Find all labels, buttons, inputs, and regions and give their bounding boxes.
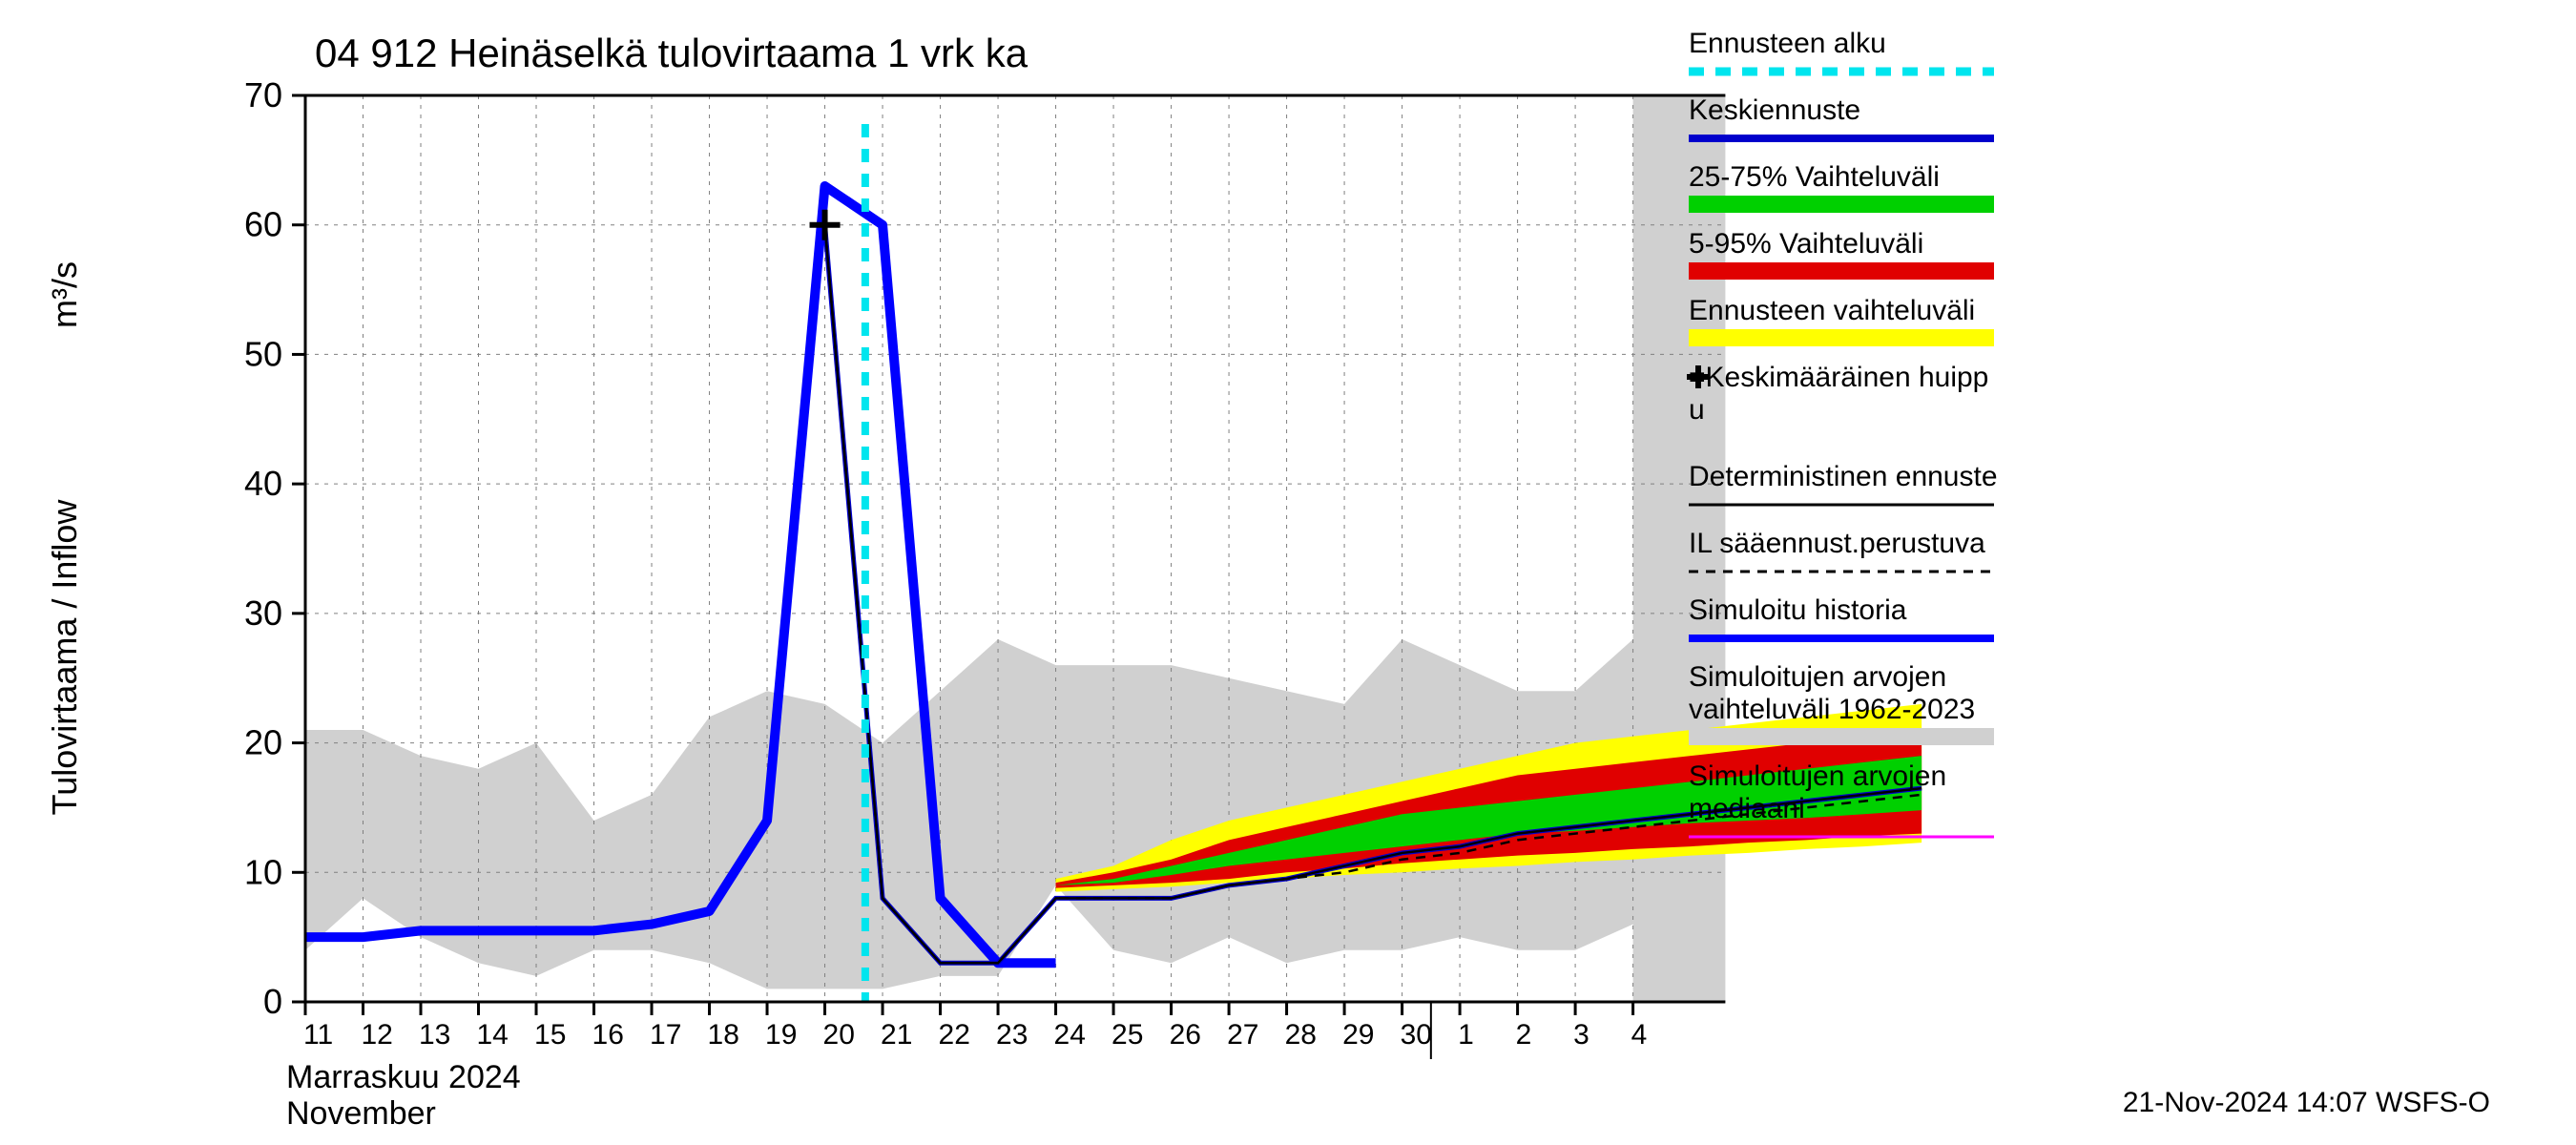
x-tick-label: 2 <box>1516 1019 1532 1051</box>
legend-label-il: IL sääennust.perustuva <box>1689 528 1985 559</box>
x-tick-label: 16 <box>592 1019 624 1051</box>
legend-swatch-yellow <box>1689 329 1994 346</box>
x-tick-label: 14 <box>477 1019 509 1051</box>
y-axis-title: Tulovirtaama / Inflow <box>45 499 84 816</box>
x-tick-label: 27 <box>1227 1019 1258 1051</box>
x-tick-label: 15 <box>534 1019 566 1051</box>
x-tick-label: 17 <box>650 1019 681 1051</box>
x-tick-label: 28 <box>1285 1019 1317 1051</box>
x-tick-label: 20 <box>823 1019 855 1051</box>
x-tick-label: 4 <box>1631 1019 1648 1051</box>
month-label-fi: Marraskuu 2024 <box>286 1059 521 1095</box>
x-tick-label: 3 <box>1573 1019 1589 1051</box>
legend-label-sim_median: mediaani <box>1689 793 1805 824</box>
x-tick-label: 12 <box>362 1019 393 1051</box>
x-tick-label: 24 <box>1054 1019 1086 1051</box>
y-tick-label: 30 <box>244 593 282 633</box>
y-axis-unit: m³/s <box>45 261 84 328</box>
footer-timestamp: 21-Nov-2024 14:07 WSFS-O <box>2123 1087 2490 1118</box>
x-tick-label: 25 <box>1111 1019 1143 1051</box>
month-label-en: November <box>286 1095 436 1132</box>
legend-swatch-p25_75 <box>1689 196 1994 213</box>
y-tick-label: 10 <box>244 852 282 891</box>
legend-label-sim_band: Simuloitujen arvojen <box>1689 661 1946 693</box>
x-tick-label: 21 <box>881 1019 912 1051</box>
legend-swatch-p5_95 <box>1689 262 1994 280</box>
x-tick-label: 1 <box>1458 1019 1474 1051</box>
legend-label-peak: u <box>1689 394 1705 426</box>
x-tick-label: 11 <box>303 1019 333 1051</box>
y-tick-label: 70 <box>244 75 282 114</box>
x-tick-label: 30 <box>1401 1019 1432 1051</box>
chart-container: 0102030405060701112131415161718192021222… <box>0 0 2576 1145</box>
y-tick-label: 0 <box>263 982 282 1021</box>
chart-title: 04 912 Heinäselkä tulovirtaama 1 vrk ka <box>315 31 1028 75</box>
x-tick-label: 23 <box>996 1019 1028 1051</box>
x-tick-label: 22 <box>939 1019 970 1051</box>
legend-label-yellow: Ennusteen vaihteluväli <box>1689 295 1975 326</box>
y-tick-label: 50 <box>244 334 282 373</box>
x-tick-label: 29 <box>1342 1019 1374 1051</box>
legend-label-sim_hist: Simuloitu historia <box>1689 594 1907 626</box>
legend-label-keskiennuste: Keskiennuste <box>1689 94 1860 126</box>
legend-label-sim_band: vaihteluväli 1962-2023 <box>1689 694 1975 725</box>
y-axis-title-group: Tulovirtaama / Inflow m³/s <box>45 261 84 815</box>
legend-label-p25_75: 25-75% Vaihteluväli <box>1689 161 1940 193</box>
y-tick-label: 40 <box>244 464 282 503</box>
x-tick-label: 18 <box>708 1019 739 1051</box>
x-tick-label: 26 <box>1170 1019 1201 1051</box>
legend-label-p5_95: 5-95% Vaihteluväli <box>1689 228 1923 260</box>
legend-label-sim_median: Simuloitujen arvojen <box>1689 760 1946 792</box>
x-tick-label: 19 <box>765 1019 797 1051</box>
chart-svg: 0102030405060701112131415161718192021222… <box>0 0 2576 1145</box>
legend-swatch-sim_band <box>1689 728 1994 745</box>
legend-label-peak: =Keskimääräinen huipp <box>1689 362 1988 393</box>
y-tick-label: 60 <box>244 205 282 244</box>
y-tick-label: 20 <box>244 723 282 762</box>
x-tick-label: 13 <box>419 1019 450 1051</box>
legend-label-ennusteen_alku: Ennusteen alku <box>1689 28 1886 59</box>
legend-label-deterministinen: Deterministinen ennuste <box>1689 461 1998 492</box>
